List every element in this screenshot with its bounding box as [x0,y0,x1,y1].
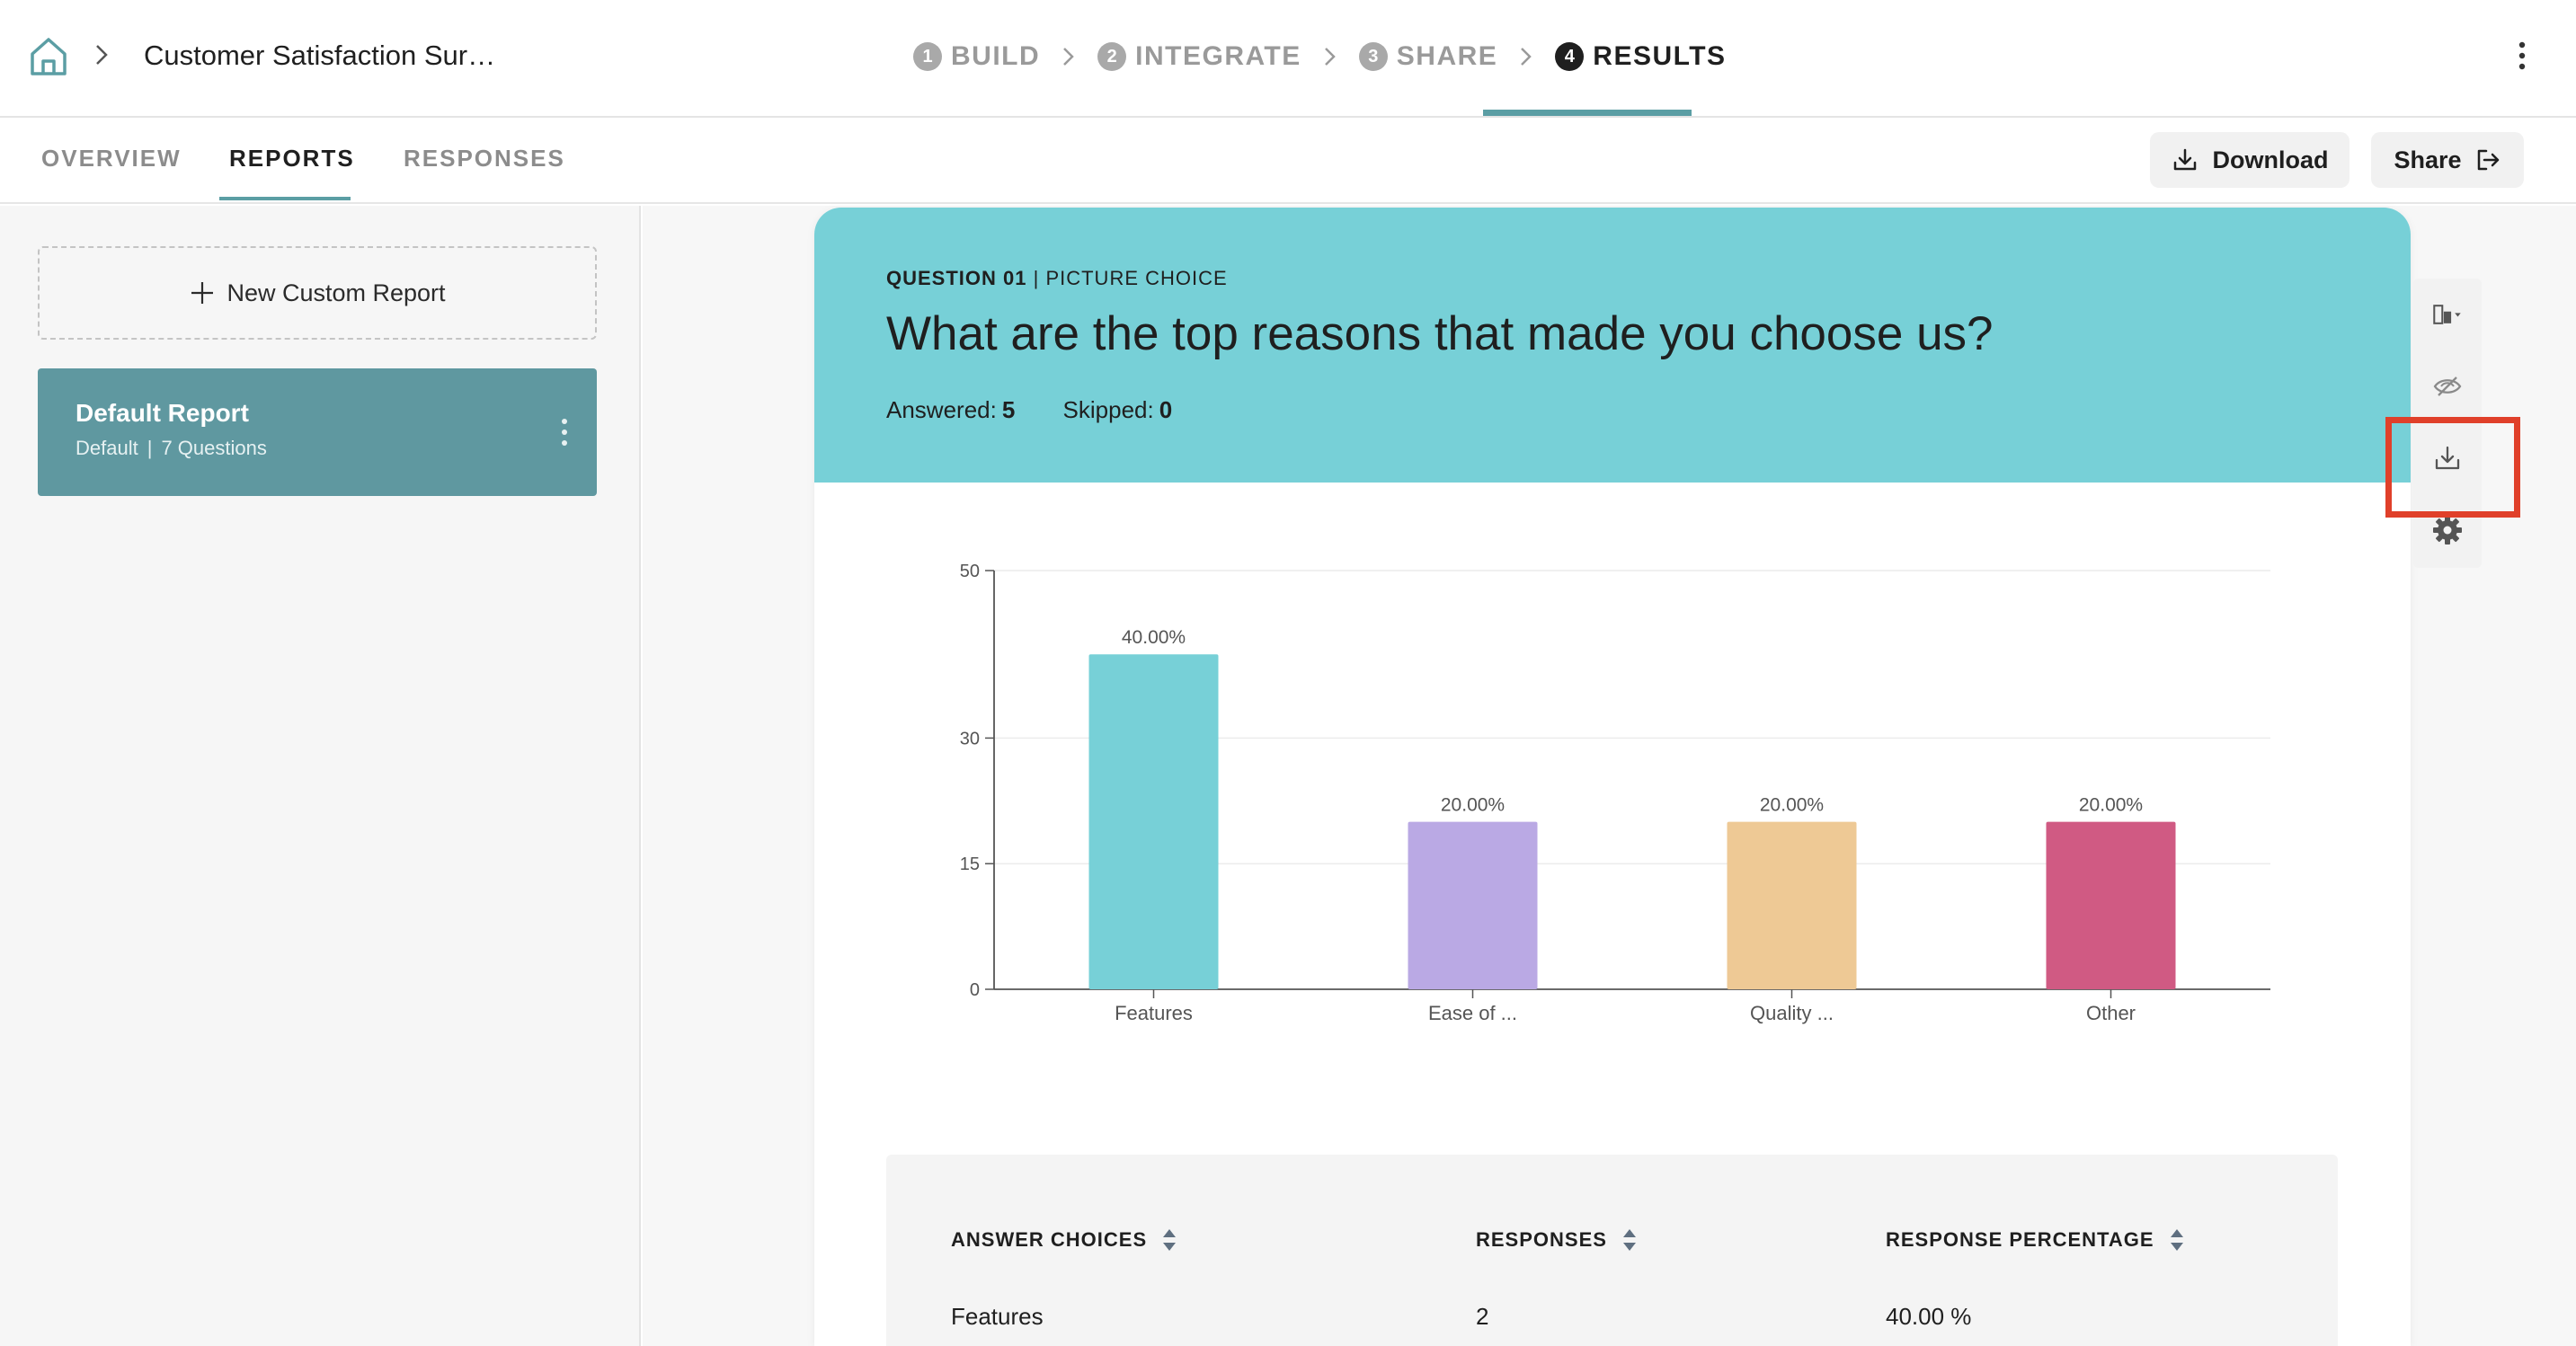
hide-question-button[interactable] [2413,350,2482,422]
question-settings-button[interactable] [2413,494,2482,566]
tab-reports[interactable]: REPORTS [229,145,355,172]
tab-responses[interactable]: RESPONSES [404,145,565,172]
skipped-label: Skipped: [1062,396,1154,423]
active-tab-indicator [219,197,351,200]
x-tick-label: Other [2086,1002,2136,1024]
report-item-default[interactable]: Default Report Default | 7 Questions [38,368,597,496]
y-tick-label: 30 [960,729,980,748]
bar-data-label: 20.00% [1441,795,1505,816]
column-header-response-percentage[interactable]: RESPONSE PERCENTAGE [1886,1226,2185,1253]
step-number: 3 [1358,42,1388,71]
download-icon [2173,148,2196,171]
sort-icon[interactable] [1161,1226,1177,1253]
x-tick-label: Quality ... [1750,1002,1834,1024]
question-number: QUESTION 01 [886,267,1027,289]
main-content: QUESTION 01 | PICTURE CHOICE What are th… [643,206,2576,1346]
chart-bar [2046,821,2176,989]
chevron-right-icon [96,45,108,65]
download-icon [2435,446,2460,470]
top-bar: Customer Satisfaction Sur… 1 BUILD 2 INT… [0,0,2576,118]
step-number: 4 [1555,42,1585,71]
question-stats: Answered: 5 Skipped: 0 [886,396,1213,424]
download-label: Download [2212,146,2329,173]
share-exit-icon [2477,149,2499,171]
question-kicker: QUESTION 01 | PICTURE CHOICE [886,267,1228,289]
separator: | [147,437,153,459]
table-cell-choice: Features [951,1303,1044,1330]
bar-data-label: 20.00% [2079,795,2143,816]
table-cell-percentage: 40.00 % [1886,1303,1972,1330]
skipped-value: 0 [1159,396,1173,423]
answered-label: Answered: [886,396,997,423]
step-nav: 1 BUILD 2 INTEGRATE 3 SHARE 4 RESULTS [913,27,1727,86]
download-button[interactable]: Download [2150,132,2349,188]
chart-bar [1408,821,1538,989]
step-label: INTEGRATE [1135,41,1301,71]
question-header: QUESTION 01 | PICTURE CHOICE What are th… [814,208,2411,483]
sub-nav-bar: OVERVIEW REPORTS RESPONSES Download Shar… [0,118,2576,204]
download-question-button[interactable] [2413,422,2482,494]
more-options-icon[interactable] [2513,40,2531,72]
question-card: QUESTION 01 | PICTURE CHOICE What are th… [814,208,2411,1346]
step-label: RESULTS [1593,41,1727,71]
skipped-stat: Skipped: 0 [1063,396,1173,423]
report-type: Default [76,437,138,459]
y-tick-label: 0 [970,980,980,1000]
question-type: PICTURE CHOICE [1045,267,1228,289]
step-integrate[interactable]: 2 INTEGRATE [1097,27,1301,86]
chart-bar [1727,821,1857,989]
active-step-indicator [1483,110,1692,116]
settings-icon [2433,516,2462,545]
report-question-count: 7 Questions [161,437,267,459]
bar-data-label: 40.00% [1122,627,1186,648]
hide-icon [2433,376,2462,396]
home-icon[interactable] [27,34,70,77]
chart-type-icon [2433,305,2461,324]
question-title: What are the top reasons that made you c… [886,307,1994,360]
bar-data-label: 20.00% [1760,795,1824,816]
survey-title[interactable]: Customer Satisfaction Sur… [144,40,496,71]
sort-icon[interactable] [1621,1226,1638,1253]
report-meta: Default | 7 Questions [76,437,267,460]
answered-value: 5 [1001,396,1016,423]
answered-stat: Answered: 5 [886,396,1015,423]
report-name: Default Report [76,399,249,427]
step-results[interactable]: 4 RESULTS [1555,27,1726,86]
x-tick-label: Ease of ... [1428,1002,1517,1024]
step-label: BUILD [951,41,1041,71]
bar-chart: 0 15 30 50 40.00% Features 20.00% Ease of ... 20… [960,562,2270,1024]
new-custom-report-label: New Custom Report [227,279,446,306]
chevron-right-icon [1324,48,1336,66]
step-build[interactable]: 1 BUILD [913,27,1040,86]
y-tick-label: 50 [960,562,980,581]
annotation-highlight [2385,417,2520,518]
column-header-label: RESPONSE PERCENTAGE [1886,1228,2154,1251]
column-header-label: RESPONSES [1476,1228,1607,1251]
answers-table: ANSWER CHOICES RESPONSES RESPONSE PERCEN… [886,1155,2338,1346]
question-tools-panel [2413,279,2482,568]
chart-bar [1088,654,1219,989]
column-header-label: ANSWER CHOICES [951,1228,1148,1251]
chevron-right-icon [1063,48,1074,66]
step-label: SHARE [1396,41,1498,71]
tab-overview[interactable]: OVERVIEW [41,145,182,172]
step-number: 1 [913,42,942,71]
table-cell-responses: 2 [1476,1303,1489,1330]
column-header-answer-choices[interactable]: ANSWER CHOICES [951,1226,1177,1253]
reports-sidebar: New Custom Report Default Report Default… [0,206,641,1346]
plus-icon [191,282,214,304]
more-options-icon[interactable] [559,417,570,447]
column-header-responses[interactable]: RESPONSES [1476,1226,1638,1253]
sort-icon[interactable] [2169,1226,2185,1253]
y-tick-label: 15 [960,855,980,874]
chart-type-button[interactable] [2413,279,2482,350]
new-custom-report-button[interactable]: New Custom Report [38,246,597,340]
x-tick-label: Features [1115,1002,1193,1024]
chevron-right-icon [1521,48,1532,66]
share-button[interactable]: Share [2371,132,2524,188]
step-share[interactable]: 3 SHARE [1358,27,1498,86]
share-label: Share [2394,146,2462,173]
step-number: 2 [1097,42,1127,71]
